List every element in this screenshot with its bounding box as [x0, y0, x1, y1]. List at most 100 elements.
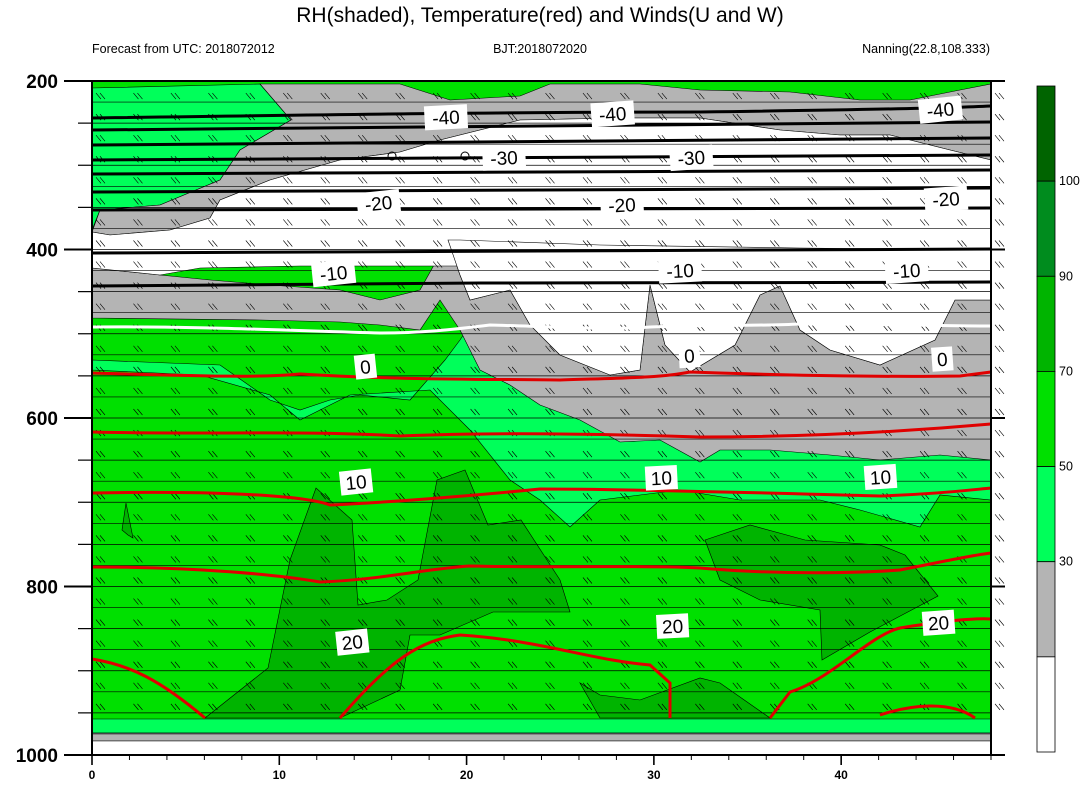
- wind-barb: [357, 703, 368, 711]
- wind-barb: [695, 113, 705, 121]
- wind-barb: [245, 92, 256, 100]
- wind-barb: [507, 387, 518, 395]
- wind-barb: [807, 113, 817, 121]
- wind-barb: [807, 661, 817, 668]
- wind-barb: [919, 556, 930, 563]
- wind-barb: [994, 450, 1005, 458]
- wind-barb: [507, 261, 518, 268]
- missing-marker: [460, 151, 470, 161]
- wind-barb: [620, 556, 630, 563]
- wind-barb: [695, 703, 705, 711]
- wind-barb: [582, 261, 593, 268]
- wind-barb: [283, 514, 293, 521]
- wind-barb: [695, 535, 705, 542]
- wind-barb: [657, 387, 668, 395]
- wind-barb: [395, 219, 405, 226]
- wind-barb: [620, 703, 630, 711]
- wind-barb: [470, 219, 480, 226]
- wind-barb: [95, 703, 106, 711]
- wind-barb: [582, 450, 593, 458]
- wind-barb: [657, 345, 668, 353]
- wind-barb: [732, 261, 743, 268]
- wind-barb: [432, 682, 443, 690]
- wind-barb: [957, 408, 967, 416]
- wind-barb: [994, 92, 1005, 100]
- wind-barb: [208, 619, 218, 626]
- wind-barb: [470, 366, 480, 374]
- wind-barb: [320, 345, 330, 353]
- wind-barb: [95, 177, 106, 184]
- wind-barb: [957, 156, 967, 163]
- wind-barb: [95, 598, 106, 605]
- wind-barb: [545, 92, 555, 100]
- wind-barb: [545, 345, 555, 353]
- contour-label: -30: [669, 144, 714, 172]
- wind-barb: [657, 450, 668, 458]
- wind-barb: [95, 387, 106, 395]
- wind-barb: [807, 303, 817, 310]
- wind-barb: [844, 703, 855, 711]
- wind-barb: [582, 640, 593, 647]
- wind-barb: [170, 345, 181, 353]
- wind-barb: [732, 450, 743, 458]
- wind-barb: [732, 429, 743, 437]
- wind-barb: [432, 661, 443, 668]
- wind-barb: [357, 387, 368, 395]
- wind-barb: [994, 556, 1005, 563]
- wind-barb: [844, 535, 855, 542]
- contour-label-text: -10: [892, 261, 921, 284]
- wind-barb: [133, 134, 143, 142]
- contour-label-text: -10: [319, 263, 349, 287]
- isotherm-plus-25-far-right: [768, 617, 992, 719]
- wind-barb: [95, 682, 106, 690]
- contour-label-box: [644, 464, 678, 491]
- wind-barb: [695, 177, 705, 184]
- isotherm-minus-20: [91, 186, 992, 194]
- wind-barb: [133, 619, 143, 626]
- wind-barb: [320, 198, 330, 205]
- wind-barb: [470, 450, 480, 458]
- wind-barb: [882, 408, 892, 416]
- wind-barb: [320, 682, 330, 690]
- wind-barb: [919, 156, 930, 163]
- wind-barb: [170, 471, 181, 479]
- wind-barb: [545, 514, 555, 521]
- wind-barb: [919, 429, 930, 437]
- wind-barb: [582, 240, 593, 247]
- contour-label: -40: [917, 95, 964, 124]
- wind-barb: [620, 387, 630, 395]
- wind-barb: [844, 556, 855, 563]
- wind-barb: [283, 240, 293, 247]
- wind-barb: [807, 514, 817, 521]
- isotherm-minus-15: [91, 206, 992, 212]
- wind-barb: [432, 345, 443, 353]
- wind-barb: [807, 387, 817, 395]
- wind-barb: [432, 577, 443, 584]
- wind-barb: [432, 535, 443, 542]
- contour-label-box: [678, 343, 701, 369]
- wind-barb: [919, 598, 930, 605]
- wind-barb: [170, 493, 181, 500]
- isotherm-minus-35: [91, 136, 992, 147]
- contour-label-text: 0: [684, 346, 696, 368]
- contour-label: 0: [678, 343, 701, 369]
- wind-barb: [545, 113, 555, 121]
- contour-label-text: 20: [927, 613, 950, 635]
- y-tick-label: 600: [26, 409, 58, 430]
- wind-barb: [357, 514, 368, 521]
- wind-barb: [844, 261, 855, 268]
- contour-label-text: -20: [932, 189, 961, 212]
- contour-label-box: [917, 95, 964, 124]
- wind-barb: [133, 640, 143, 647]
- contour-label: -40: [423, 104, 469, 131]
- wind-barb: [732, 514, 743, 521]
- rh-core-right: [704, 524, 939, 661]
- wind-barb: [245, 387, 256, 395]
- wind-barb: [919, 535, 930, 542]
- wind-barb: [357, 345, 368, 353]
- wind-barb: [620, 408, 630, 416]
- wind-barb: [657, 535, 668, 542]
- wind-barb: [95, 535, 106, 542]
- wind-barb: [507, 345, 518, 353]
- wind-barb: [320, 303, 330, 310]
